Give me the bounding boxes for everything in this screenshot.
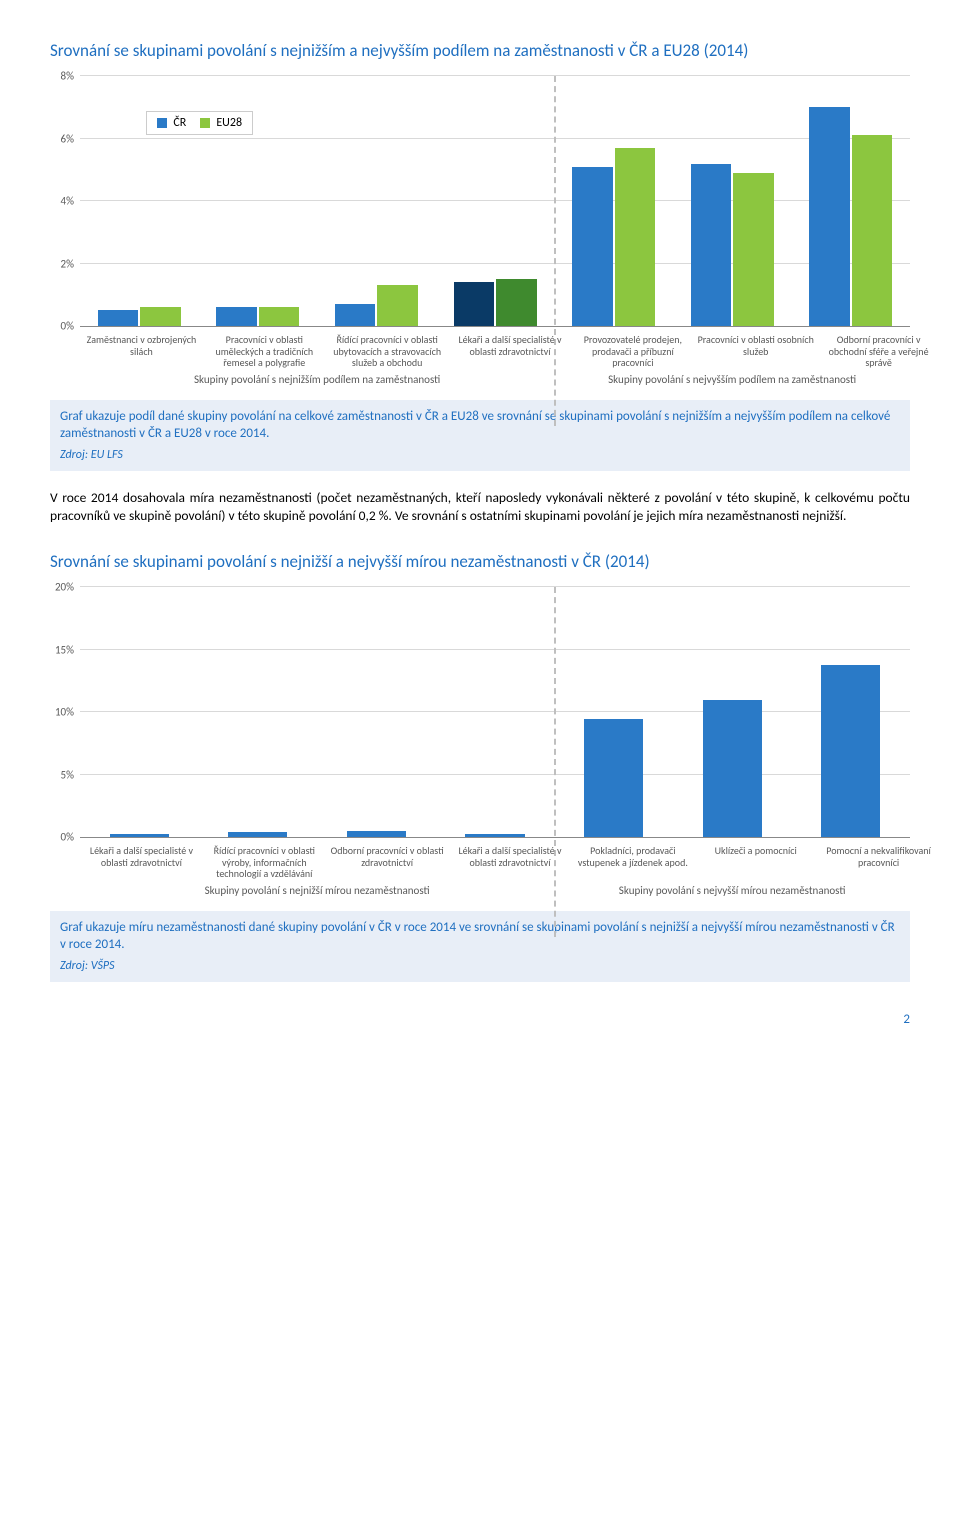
caption2-source: Zdroj: VŠPS: [60, 958, 900, 974]
page-number: 2: [50, 1012, 910, 1027]
caption2-text: Graf ukazuje míru nezaměstnanosti dané s…: [60, 919, 900, 954]
paragraph: V roce 2014 dosahovala míra nezaměstnano…: [50, 489, 910, 525]
chart1-legend: ČREU28: [146, 111, 253, 135]
chart1-title: Srovnání se skupinami povolání s nejnižš…: [50, 40, 910, 62]
caption2: Graf ukazuje míru nezaměstnanosti dané s…: [50, 911, 910, 982]
chart2-x-labels: Lékaři a další specialisté v oblasti zdr…: [80, 845, 940, 880]
chart1-bottom-labels: Skupiny povolání s nejnižším podílem na …: [80, 373, 910, 386]
chart1-x-labels: Zaměstnanci v ozbrojených siláchPracovní…: [80, 334, 940, 369]
chart1: 0%2%4%6%8% ČREU28: [50, 76, 910, 356]
chart2: 0%5%10%15%20%: [50, 587, 910, 867]
caption1: Graf ukazuje podíl dané skupiny povolání…: [50, 400, 910, 471]
caption1-source: Zdroj: EU LFS: [60, 447, 900, 463]
chart2-bottom-labels: Skupiny povolání s nejnižší mírou nezamě…: [80, 884, 910, 897]
caption1-text: Graf ukazuje podíl dané skupiny povolání…: [60, 408, 900, 443]
chart2-title: Srovnání se skupinami povolání s nejnižš…: [50, 551, 910, 573]
